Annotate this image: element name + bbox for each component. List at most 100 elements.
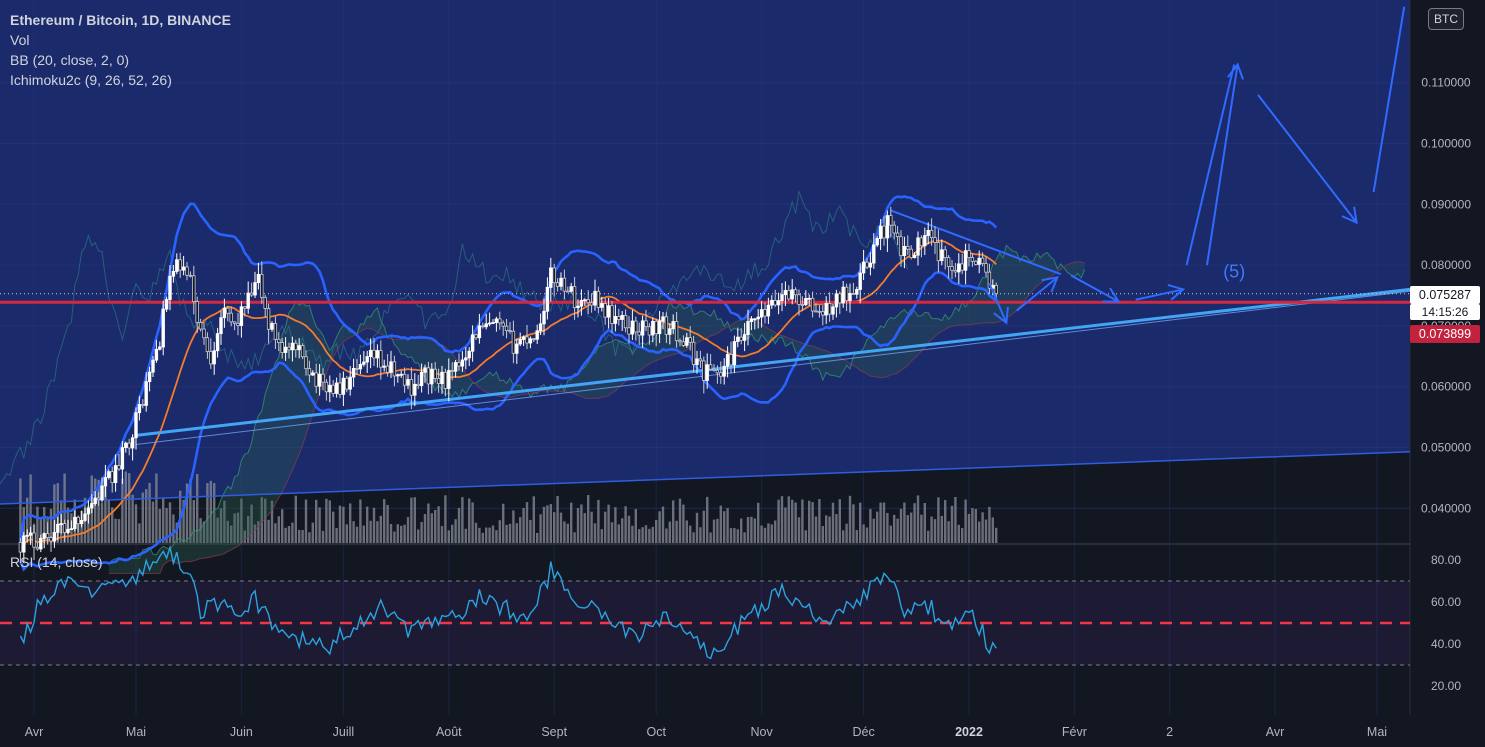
volume-bar <box>733 528 736 543</box>
candle-body <box>294 342 298 351</box>
currency-badge[interactable]: BTC <box>1428 8 1464 30</box>
candle-body <box>528 338 533 344</box>
candle-body <box>375 350 380 359</box>
volume-indicator-label[interactable]: Vol <box>10 32 30 48</box>
candle-body <box>940 249 944 262</box>
candle-body <box>66 528 70 533</box>
candle-body <box>732 341 737 366</box>
channel-fill <box>0 0 1410 505</box>
volume-bar <box>967 513 971 543</box>
volume-bar <box>87 505 90 543</box>
candle-body <box>586 299 590 304</box>
volume-bar <box>468 498 471 543</box>
volume-bar <box>777 499 780 543</box>
candle-body <box>950 266 954 271</box>
volume-bar <box>672 500 675 543</box>
volume-bar <box>508 523 512 543</box>
current-price-tag: 0.075287 <box>1410 286 1480 304</box>
volume-bar <box>716 518 719 543</box>
candle-body <box>440 371 444 384</box>
candle-body <box>39 537 43 550</box>
time-tick-label: Févr <box>1062 725 1087 739</box>
candle-body <box>651 320 655 336</box>
candle-body <box>18 541 23 553</box>
volume-bar <box>379 515 382 543</box>
candle-body <box>362 361 366 365</box>
candle-body <box>45 533 50 538</box>
volume-bar <box>542 506 546 543</box>
volume-bar <box>740 518 743 543</box>
volume-bar <box>243 530 246 543</box>
volume-bar <box>128 473 131 543</box>
volume-bar <box>736 529 739 543</box>
volume-bar <box>26 497 29 543</box>
volume-bar <box>39 518 42 543</box>
volume-bar <box>522 508 525 543</box>
volume-bar <box>121 478 124 543</box>
candle-body <box>674 321 679 342</box>
candle-body <box>351 368 356 378</box>
symbol-title[interactable]: Ethereum / Bitcoin, 1D, BINANCE <box>10 12 231 28</box>
volume-bar <box>345 524 348 543</box>
candle-body <box>671 321 675 330</box>
volume-bar <box>185 483 189 543</box>
volume-bar <box>610 522 614 543</box>
candle-body <box>504 325 509 331</box>
ichimoku-indicator-label[interactable]: Ichimoku2c (9, 26, 52, 26) <box>10 72 172 88</box>
arrow-1-head <box>993 306 1009 325</box>
volume-bar <box>444 495 447 543</box>
candle-body <box>32 532 36 548</box>
volume-bar <box>389 524 393 543</box>
volume-bar <box>692 532 695 543</box>
candle-body <box>90 503 94 509</box>
candle-body <box>86 507 91 515</box>
candle-body <box>953 269 958 273</box>
candle-body <box>742 334 747 341</box>
volume-bar <box>859 502 862 543</box>
volume-bar <box>882 502 886 543</box>
volume-bar <box>842 530 845 543</box>
volume-bar <box>624 506 627 543</box>
candle-body <box>382 365 386 368</box>
candle-body <box>141 404 145 406</box>
volume-bar <box>315 499 318 543</box>
candle-body <box>385 365 390 373</box>
candle-body <box>967 250 971 258</box>
candle-body <box>773 299 777 306</box>
volume-bar <box>706 496 709 543</box>
volume-bar <box>342 506 345 543</box>
candle-body <box>222 307 227 319</box>
volume-bar <box>831 502 835 543</box>
candle-body <box>171 271 176 277</box>
candle-body <box>817 310 822 313</box>
volume-bar <box>689 525 692 543</box>
bb-indicator-label[interactable]: BB (20, close, 2, 0) <box>10 52 130 68</box>
candle-body <box>202 328 206 339</box>
volume-bar <box>794 502 797 543</box>
candle-body <box>273 323 278 340</box>
volume-bar <box>525 502 529 543</box>
volume-bar <box>532 496 535 543</box>
candle-body <box>613 316 618 324</box>
arrow-4 <box>1135 288 1184 301</box>
candle-body <box>756 316 760 320</box>
candle-body <box>487 322 492 325</box>
candle-body <box>946 257 951 267</box>
candle-body <box>542 310 546 325</box>
volume-bar <box>750 516 753 543</box>
candle-body <box>188 274 193 277</box>
rsi-indicator-label[interactable]: RSI (14, close) <box>10 554 103 570</box>
time-tick-label: 2022 <box>955 725 983 739</box>
candle-body <box>457 362 461 367</box>
candle-body <box>161 308 165 348</box>
candle-body <box>637 331 641 336</box>
candle-body <box>498 318 502 324</box>
candle-body <box>243 306 247 309</box>
volume-bar <box>787 496 790 543</box>
volume-bar <box>702 510 705 543</box>
volume-bar <box>138 523 141 543</box>
candle-body <box>232 321 237 324</box>
candle-body <box>73 516 77 530</box>
